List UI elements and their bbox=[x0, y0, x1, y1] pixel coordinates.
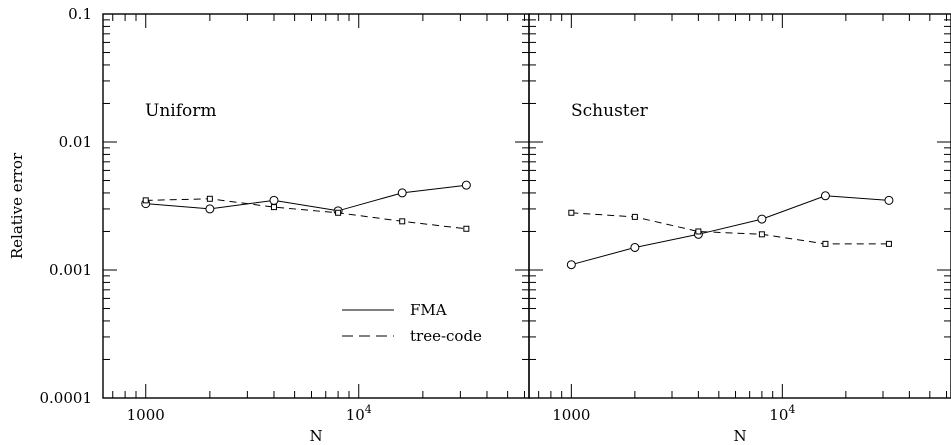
data-point-circle bbox=[884, 195, 894, 205]
x-tick-label-0: 1000 bbox=[552, 406, 590, 424]
y-tick-label-2: 0.001 bbox=[49, 261, 92, 279]
data-point-circle bbox=[820, 191, 830, 201]
data-point-square bbox=[631, 213, 638, 220]
data-point-square bbox=[695, 228, 702, 235]
data-point-circle bbox=[269, 195, 279, 205]
x-tick-label-0: 1000 bbox=[127, 406, 165, 424]
panel-uniform: 1000 104 N Uniform bbox=[102, 13, 530, 445]
data-point-circle bbox=[566, 260, 576, 270]
data-point-circle bbox=[630, 242, 640, 252]
data-point-square bbox=[885, 240, 892, 247]
series-line-tree-code bbox=[145, 198, 467, 230]
legend-label-tree-code: tree-code bbox=[410, 327, 482, 345]
legend: FMA tree-code bbox=[342, 301, 482, 345]
y-tick-label-1: 0.01 bbox=[59, 133, 92, 151]
panel-schuster: 1000 104 N Schuster bbox=[528, 13, 951, 445]
data-point-square bbox=[206, 195, 213, 202]
series-line-fma bbox=[571, 195, 889, 266]
series-line-tree-code bbox=[571, 212, 889, 245]
series-line-fma bbox=[145, 184, 467, 212]
y-tick-label-3: 0.0001 bbox=[40, 389, 93, 407]
x-tick-label-1: 104 bbox=[769, 403, 795, 424]
data-point-square bbox=[822, 240, 829, 247]
data-point-square bbox=[399, 218, 406, 225]
data-point-square bbox=[270, 204, 277, 211]
data-point-square bbox=[335, 209, 342, 216]
data-point-square bbox=[142, 197, 149, 204]
panel-frame bbox=[528, 13, 951, 399]
x-axis-label: N bbox=[733, 427, 746, 445]
x-axis-label: N bbox=[309, 427, 322, 445]
data-point-circle bbox=[461, 180, 471, 190]
data-point-square bbox=[463, 225, 470, 232]
panel-title: Schuster bbox=[571, 101, 649, 121]
data-point-circle bbox=[397, 188, 407, 198]
legend-label-fma: FMA bbox=[410, 301, 447, 319]
x-tick-label-1: 104 bbox=[346, 403, 372, 424]
data-point-square bbox=[568, 209, 575, 216]
data-point-circle bbox=[757, 214, 767, 224]
panel-title: Uniform bbox=[145, 101, 217, 121]
y-axis-label: Relative error bbox=[8, 152, 26, 259]
data-point-circle bbox=[205, 204, 215, 214]
y-tick-label-0: 0.1 bbox=[68, 5, 92, 23]
data-point-square bbox=[758, 231, 765, 238]
